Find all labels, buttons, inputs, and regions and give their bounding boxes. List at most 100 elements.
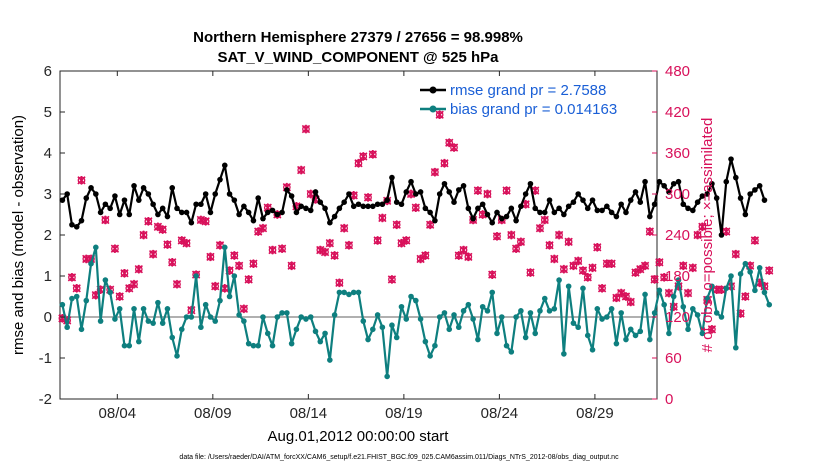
legend-rmse-marker [429, 86, 437, 94]
bias-point [183, 314, 190, 320]
rmse-point [656, 178, 663, 185]
obs-assimilated-point [617, 288, 626, 298]
obs-assimilated-point [607, 259, 616, 269]
rmse-point [752, 187, 758, 193]
x-axis-label: Aug.01,2012 00:00:00 start [268, 428, 450, 445]
bias-point [475, 336, 481, 343]
chart-title-line1: Northern Hemisphere 27379 / 27656 = 98.9… [193, 29, 523, 46]
rmse-point [733, 174, 739, 181]
bias-point [584, 332, 591, 339]
bias-point [288, 340, 295, 347]
obs-assimilated-point [464, 252, 473, 262]
right-tick-label: 300 [665, 186, 690, 203]
rmse-point [455, 187, 462, 193]
bias-point [322, 330, 328, 337]
obs-assimilated-point [421, 251, 430, 260]
rmse-point [393, 199, 400, 205]
bias-point [136, 338, 142, 345]
rmse-point [169, 185, 176, 191]
bias-point [145, 318, 152, 324]
rmse-point [212, 191, 219, 197]
rmse-point [293, 209, 300, 216]
obs-assimilated-point [435, 110, 444, 120]
bias-point [260, 314, 266, 320]
rmse-point [494, 209, 500, 216]
rmse-point [532, 205, 539, 212]
obs-assimilated-point [683, 288, 693, 298]
rmse-point [446, 189, 453, 195]
bias-point [680, 303, 687, 310]
rmse-point [613, 213, 620, 220]
bias-point [69, 295, 75, 302]
bias-point [389, 322, 395, 329]
rmse-point [379, 201, 386, 208]
left-tick-label: 0 [44, 309, 52, 326]
obs-assimilated-point [655, 258, 664, 267]
rmse-point [599, 207, 605, 214]
bias-point [140, 306, 147, 312]
rmse-point [704, 191, 710, 197]
rmse-point [427, 209, 433, 216]
bias-point [561, 351, 567, 357]
bias-point [159, 320, 166, 326]
obs-assimilated-point [153, 222, 163, 232]
obs-assimilated-point [402, 236, 411, 245]
left-axis-label: rmse and bias (model - observation) [10, 115, 27, 355]
rmse-point [370, 203, 376, 210]
bias-point [575, 324, 581, 331]
rmse-point [245, 209, 252, 216]
legend-rmse-label: rmse grand pr = 2.7588 [450, 82, 606, 99]
bias-point [632, 332, 639, 339]
rmse-point [336, 205, 343, 212]
rmse-point [551, 209, 558, 216]
bias-point [532, 330, 539, 337]
bias-point [522, 334, 529, 341]
rmse-point [556, 205, 562, 212]
x-tick-label: 08/04 [99, 405, 137, 422]
rmse-layer [59, 156, 768, 238]
rmse-point [183, 209, 190, 216]
obs-assimilated-point [72, 283, 81, 293]
bias-point [274, 314, 281, 320]
bias-point [723, 285, 730, 292]
right-tick-label: 60 [665, 350, 682, 367]
bias-point [408, 293, 414, 300]
rmse-point [202, 191, 209, 197]
rmse-point [465, 205, 472, 212]
bias-point [766, 301, 773, 308]
bias-point [742, 260, 749, 267]
bias-point [279, 310, 285, 316]
obs-assimilated-point [115, 292, 124, 301]
rmse-point [312, 189, 319, 195]
bias-point [112, 316, 118, 322]
rmse-point [88, 185, 94, 191]
bias-point [455, 324, 462, 331]
bias-point [303, 316, 309, 322]
bias-point [670, 293, 677, 300]
x-tick-label: 08/24 [481, 405, 519, 422]
bias-point [231, 273, 238, 279]
obs-assimilated-point [373, 236, 382, 245]
obs-assimilated-point [344, 240, 354, 250]
bias-point [393, 334, 400, 341]
rmse-point [155, 211, 161, 218]
obs-assimilated-point [158, 225, 167, 234]
rmse-point [651, 201, 658, 208]
obs-assimilated-point [693, 230, 702, 240]
obs-assimilated-point [593, 242, 602, 252]
bias-point [604, 314, 610, 320]
bias-point [747, 269, 753, 275]
rmse-point [570, 199, 577, 205]
bias-point [379, 324, 386, 331]
obs-assimilated-point [287, 261, 296, 271]
bias-point [346, 291, 352, 298]
bias-point [627, 326, 634, 333]
obs-assimilated-point [163, 240, 172, 249]
bias-point [236, 312, 242, 318]
obs-assimilated-point [473, 186, 483, 195]
rmse-point [102, 201, 109, 208]
bias-point [470, 316, 476, 322]
obs-assimilated-point [101, 215, 110, 225]
bias-point [436, 314, 443, 320]
